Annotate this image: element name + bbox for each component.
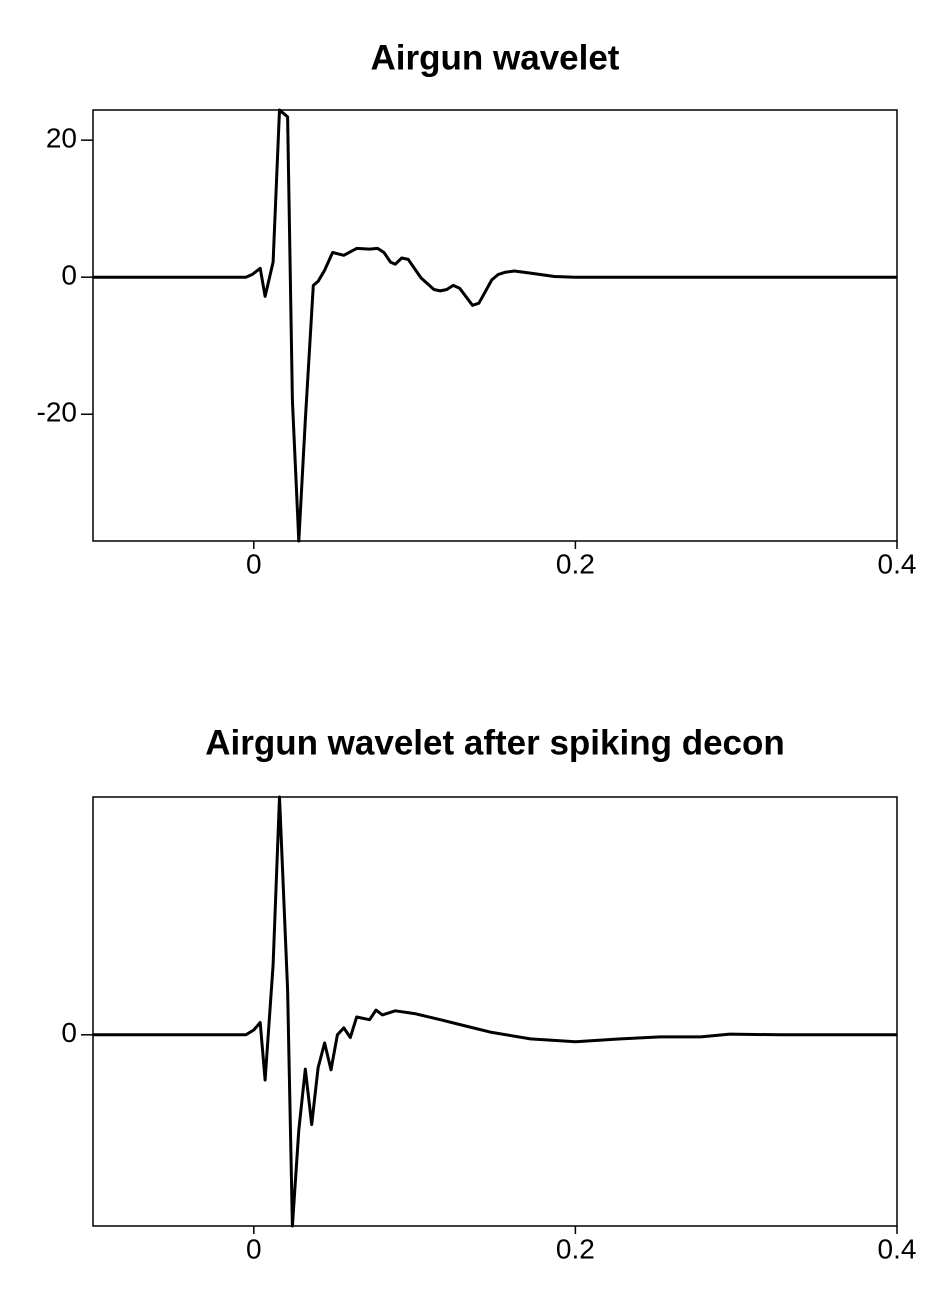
data-line xyxy=(93,108,897,543)
chart-title: Airgun wavelet xyxy=(371,38,620,77)
data-line xyxy=(93,795,897,1228)
x-tick-label: 0.4 xyxy=(878,548,917,579)
plot-frame xyxy=(92,109,898,542)
y-tick-label: 20 xyxy=(46,123,77,154)
x-tick-label: 0.2 xyxy=(556,1233,595,1264)
plot-frame xyxy=(92,796,898,1227)
y-tick-label: 0 xyxy=(61,1017,77,1048)
x-tick-label: 0 xyxy=(246,1233,262,1264)
chart-title: Airgun wavelet after spiking decon xyxy=(205,723,785,762)
x-tick-label: 0.2 xyxy=(556,548,595,579)
y-tick-label: 0 xyxy=(61,260,77,291)
x-tick-label: 0.4 xyxy=(878,1233,917,1264)
y-tick-label: -20 xyxy=(37,397,77,428)
x-tick-label: 0 xyxy=(246,548,262,579)
